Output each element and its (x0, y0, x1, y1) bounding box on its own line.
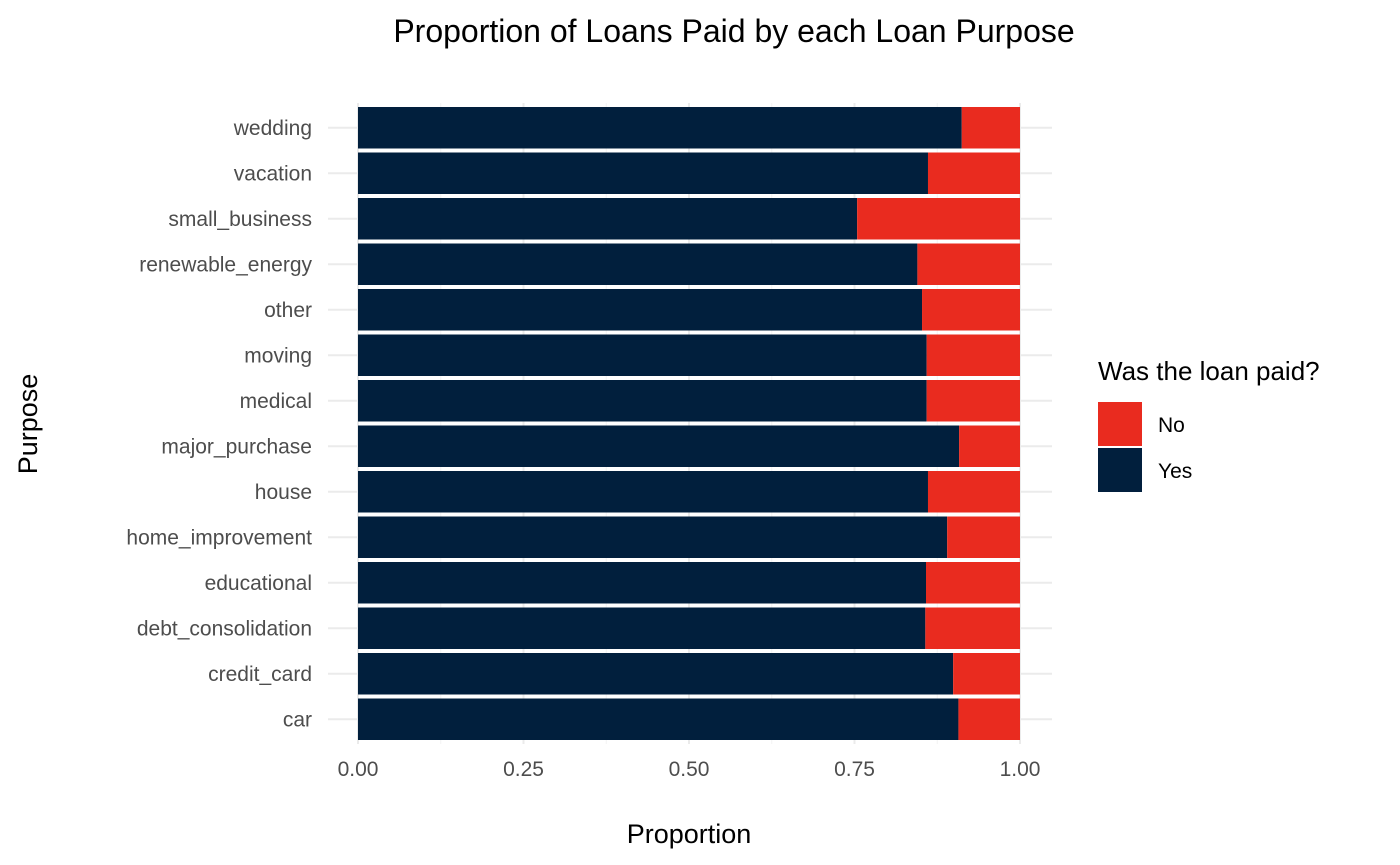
bar-no-renewable_energy (917, 243, 1020, 285)
legend-key-yes (1098, 448, 1142, 492)
x-tick-labels: 0.00 0.25 0.50 0.75 1.00 (338, 758, 1041, 781)
y-tick-label: credit_card (208, 663, 312, 686)
bar-yes-vacation (358, 152, 928, 194)
x-axis-title: Proportion (627, 819, 752, 849)
x-tick-label: 0.25 (503, 758, 544, 781)
bars (358, 107, 1020, 740)
bar-yes-moving (358, 334, 927, 376)
y-tick-label: house (255, 481, 312, 504)
legend-key-no (1098, 402, 1142, 446)
x-tick-label: 0.00 (338, 758, 379, 781)
legend-title: Was the loan paid? (1098, 356, 1320, 386)
bar-no-car (958, 698, 1020, 740)
bar-yes-house (358, 471, 928, 513)
bar-yes-major_purchase (358, 425, 960, 467)
x-tick-label: 0.50 (669, 758, 710, 781)
x-tick-label: 0.75 (834, 758, 875, 781)
y-tick-label: educational (205, 572, 312, 595)
bar-no-educational (925, 562, 1020, 604)
bar-no-other (922, 289, 1020, 331)
y-tick-labels: car credit_card debt_consolidation educatio… (126, 117, 312, 732)
y-tick-label: car (283, 708, 312, 731)
bar-yes-wedding (358, 107, 962, 149)
bar-no-moving (926, 334, 1020, 376)
y-tick-label: major_purchase (161, 435, 312, 458)
bar-no-home_improvement (947, 516, 1020, 558)
bar-no-small_business (857, 198, 1020, 240)
bar-yes-debt_consolidation (358, 607, 926, 649)
y-axis-title: Purpose (13, 374, 43, 475)
bar-no-medical (926, 380, 1020, 422)
chart-title: Proportion of Loans Paid by each Loan Pu… (393, 13, 1074, 49)
bar-no-credit_card (953, 653, 1020, 695)
bar-no-major_purchase (959, 425, 1020, 467)
bar-no-house (927, 471, 1020, 513)
y-tick-label: debt_consolidation (137, 617, 312, 640)
bar-yes-small_business (358, 198, 858, 240)
bar-yes-home_improvement (358, 516, 948, 558)
y-tick-label: renewable_energy (139, 253, 312, 276)
bar-yes-other (358, 289, 923, 331)
bar-no-vacation (927, 152, 1020, 194)
y-tick-label: wedding (233, 117, 312, 140)
legend: Was the loan paid? No Yes (1098, 356, 1320, 492)
bar-no-debt_consolidation (925, 607, 1020, 649)
y-tick-label: small_business (168, 208, 312, 231)
x-tick-label: 1.00 (1000, 758, 1041, 781)
bar-yes-medical (358, 380, 927, 422)
bar-yes-renewable_energy (358, 243, 918, 285)
y-tick-label: vacation (234, 162, 312, 185)
bar-no-wedding (961, 107, 1020, 149)
bar-yes-educational (358, 562, 926, 604)
legend-label-no: No (1158, 414, 1185, 437)
bar-yes-credit_card (358, 653, 954, 695)
y-tick-label: other (264, 299, 312, 322)
legend-label-yes: Yes (1158, 460, 1192, 483)
y-tick-label: home_improvement (126, 526, 312, 549)
bar-yes-car (358, 698, 959, 740)
y-tick-label: moving (244, 344, 312, 367)
legend-items: No Yes (1098, 402, 1192, 492)
y-tick-label: medical (240, 390, 312, 413)
